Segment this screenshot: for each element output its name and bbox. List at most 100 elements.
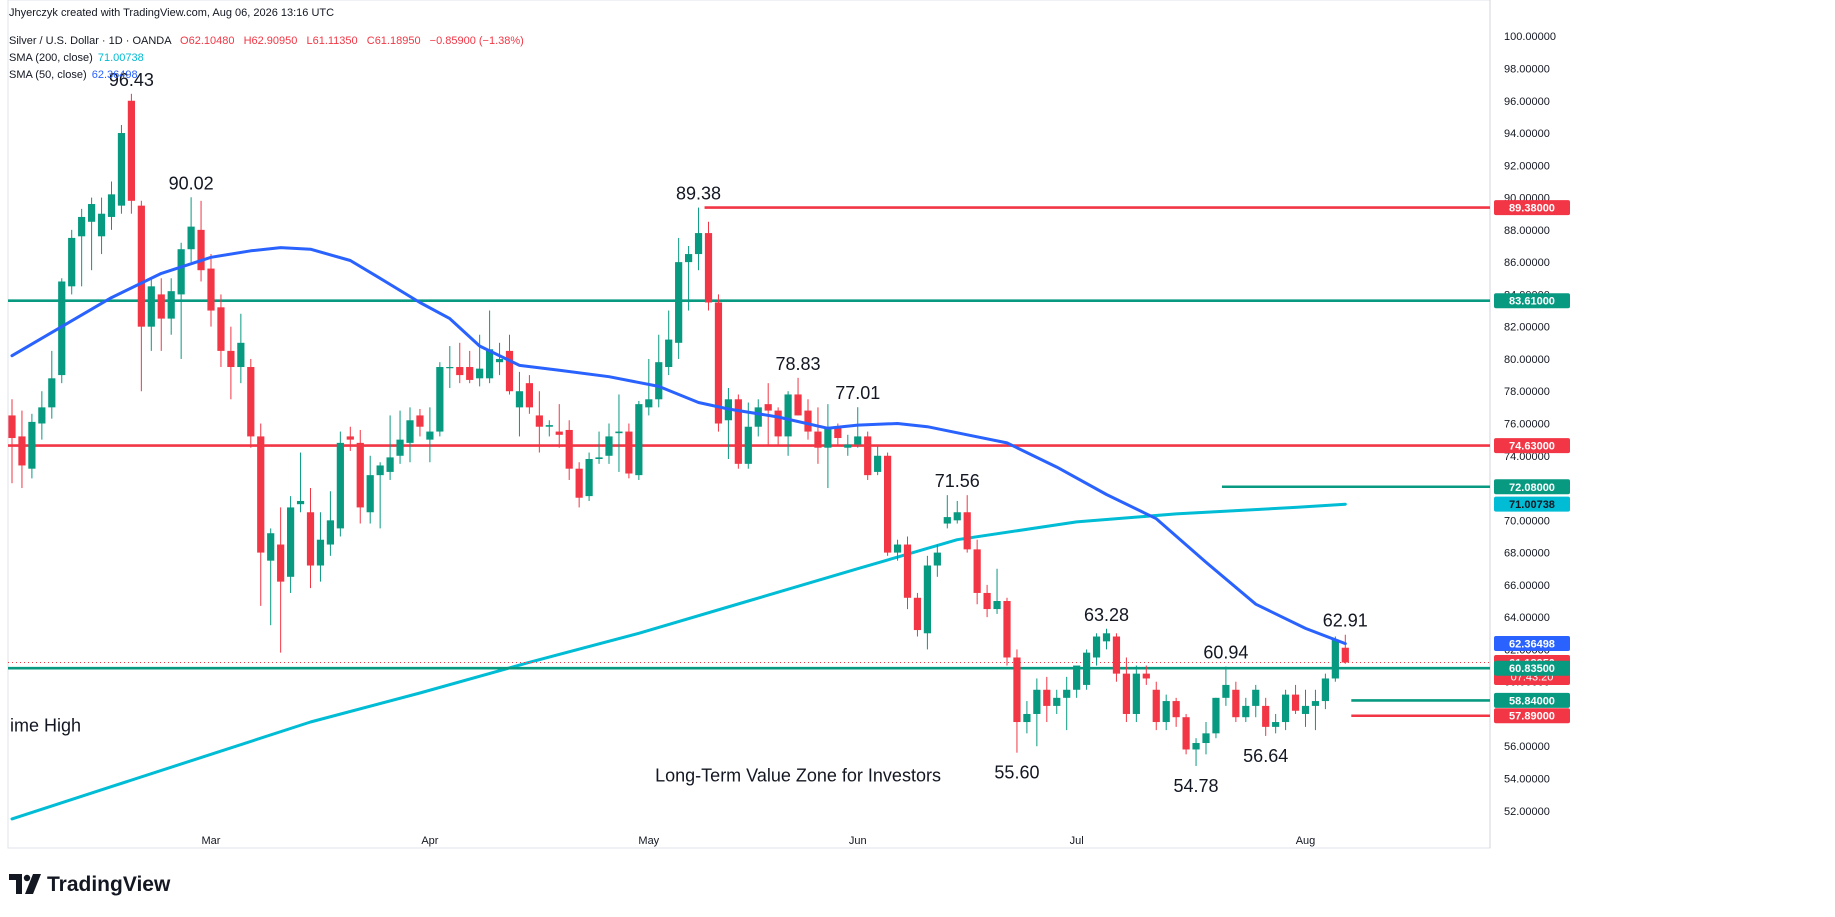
candle xyxy=(784,391,792,456)
candle-body xyxy=(1102,633,1111,642)
candle xyxy=(68,229,76,295)
candle-body xyxy=(1053,697,1061,706)
candle xyxy=(137,200,145,392)
annotation-label: 62.91 xyxy=(1323,611,1368,631)
candle xyxy=(237,313,245,384)
candle xyxy=(1311,689,1320,731)
candle-body xyxy=(804,410,812,432)
candle xyxy=(645,358,653,416)
price-label-text: 57.89000 xyxy=(1509,711,1555,723)
candle xyxy=(983,584,991,618)
candle-body xyxy=(1073,665,1081,690)
candle-body xyxy=(595,457,603,460)
candle-body xyxy=(834,426,842,439)
candle-body xyxy=(605,436,613,456)
candle xyxy=(346,426,354,451)
candle xyxy=(545,420,553,437)
candle-body xyxy=(446,367,454,369)
candle-body xyxy=(326,520,334,545)
tradingview-logo-icon xyxy=(9,874,41,894)
candle-body xyxy=(864,436,872,476)
candle xyxy=(704,221,713,311)
candles xyxy=(8,93,1349,766)
candle-body xyxy=(565,429,573,469)
candle-body xyxy=(8,415,16,439)
attribution-text: Jhyerczyk created with TradingView.com, … xyxy=(9,7,335,19)
candle-body xyxy=(893,544,902,553)
legend-sma50[interactable]: SMA (50, close) 62.36498 xyxy=(9,69,138,81)
candle xyxy=(326,491,334,556)
candle xyxy=(844,434,852,456)
candle-body xyxy=(406,420,414,443)
high-value: 62.90950 xyxy=(251,35,298,47)
candle xyxy=(824,404,832,489)
candle-body xyxy=(953,512,961,521)
candle-body xyxy=(1341,647,1349,663)
candle-body xyxy=(1172,701,1180,718)
candle-body xyxy=(356,442,364,508)
candle-body xyxy=(535,415,543,427)
candle-body xyxy=(1291,694,1300,711)
candle-body xyxy=(814,431,822,448)
candle-body xyxy=(515,391,524,408)
candle xyxy=(107,181,116,230)
candle-body xyxy=(794,394,802,416)
candle xyxy=(635,400,643,480)
candle xyxy=(366,455,374,524)
candle-body xyxy=(287,507,295,577)
annotation-label: 96.43 xyxy=(109,70,154,90)
candle xyxy=(58,278,66,384)
candle-body xyxy=(525,383,533,408)
candle-body xyxy=(993,601,1001,610)
price-label: 71.00738 xyxy=(1494,496,1570,512)
candle xyxy=(943,495,951,529)
candle-body xyxy=(247,367,255,437)
candle xyxy=(78,208,86,287)
legend-sma200[interactable]: SMA (200, close) 71.00738 xyxy=(9,52,144,64)
candle-body xyxy=(396,439,404,456)
x-tick-label: Aug xyxy=(1296,835,1316,847)
candle-body xyxy=(137,205,145,327)
candle-body xyxy=(685,254,693,263)
candle xyxy=(466,350,474,384)
candle-body xyxy=(486,349,494,379)
candle-body xyxy=(784,394,792,437)
candle xyxy=(18,410,26,489)
candle xyxy=(197,200,205,282)
candle-body xyxy=(1003,601,1011,658)
price-label: 89.38000 xyxy=(1494,200,1570,216)
note-label: Long-Term Value Zone for Investors xyxy=(655,766,941,786)
candle xyxy=(1331,636,1339,682)
candle-body xyxy=(973,549,981,593)
candle xyxy=(1212,697,1220,739)
candle-body xyxy=(38,407,46,424)
candle-body xyxy=(923,565,931,634)
candle-body xyxy=(306,512,315,566)
price-label-text: 74.63000 xyxy=(1509,441,1555,453)
candle xyxy=(864,431,872,480)
candle-body xyxy=(1083,652,1091,685)
candle xyxy=(1073,665,1081,698)
candle-body xyxy=(1202,733,1210,744)
y-tick-label: 76.00000 xyxy=(1504,419,1550,431)
candle-body xyxy=(1063,689,1071,698)
candle-body xyxy=(1152,689,1160,723)
price-label-bg xyxy=(1494,293,1570,309)
y-tick-label: 70.00000 xyxy=(1504,515,1550,527)
candle xyxy=(854,407,862,448)
candle-body xyxy=(436,367,444,432)
candle-body xyxy=(48,378,56,408)
tradingview-logo[interactable]: TradingView xyxy=(9,873,170,897)
candle-body xyxy=(187,226,195,250)
candle xyxy=(127,93,135,214)
candle-body xyxy=(1132,673,1140,714)
candle xyxy=(595,431,603,464)
y-tick-label: 88.00000 xyxy=(1504,225,1550,237)
annotation-label: 60.94 xyxy=(1203,643,1248,663)
candle xyxy=(1321,673,1329,710)
candle xyxy=(296,452,305,513)
candle-body xyxy=(854,436,862,445)
candle-body xyxy=(943,517,951,524)
candle xyxy=(247,358,255,448)
